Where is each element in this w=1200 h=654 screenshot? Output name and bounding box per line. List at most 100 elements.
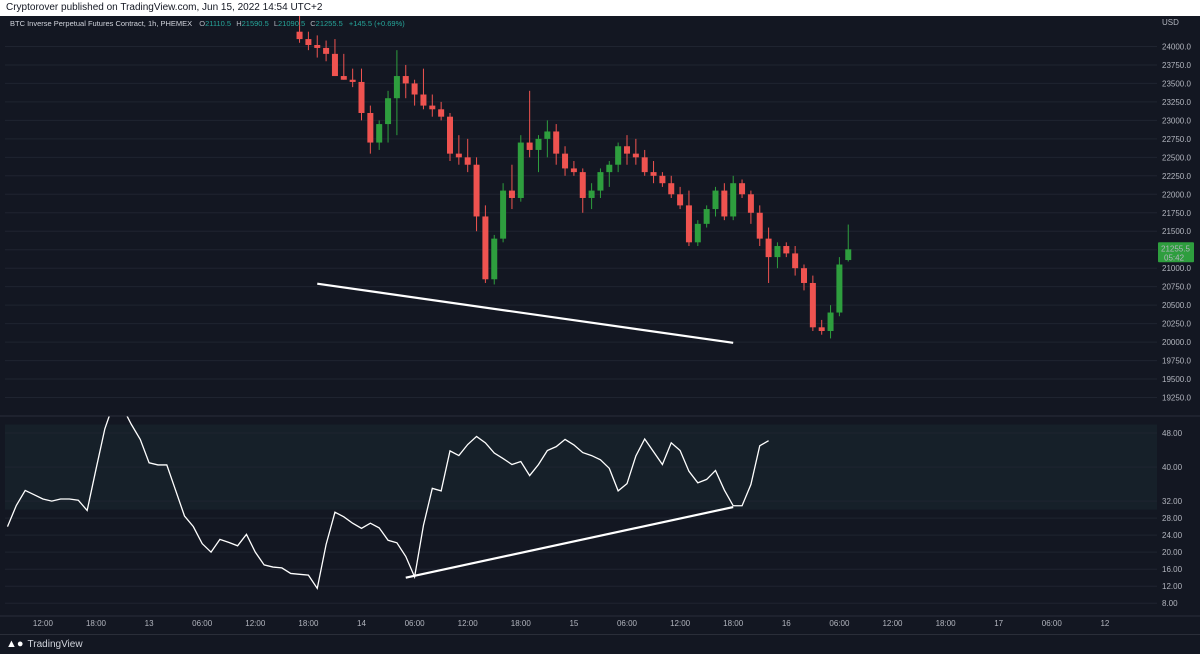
price-tick-label: 24000.0	[1162, 42, 1191, 51]
time-tick-label: 18:00	[511, 619, 532, 628]
svg-text:BTC Inverse Perpetual Futures: BTC Inverse Perpetual Futures Contract, …	[10, 19, 405, 28]
candle	[526, 90, 533, 158]
candle-body	[774, 246, 781, 258]
price-tick-label: 23750.0	[1162, 61, 1191, 70]
price-pane[interactable]: BTC Inverse Perpetual Futures Contract, …	[0, 16, 1157, 416]
time-tick-label: 18:00	[86, 619, 107, 628]
price-pane-background	[0, 16, 1157, 416]
candle	[305, 31, 312, 51]
candle-body	[438, 109, 445, 117]
candle	[615, 142, 622, 173]
time-tick-label: 13	[145, 619, 154, 628]
time-axis[interactable]: 12:00 18:00 13 06:00 12:00 18:00 14 06:00 12:00 1…	[0, 615, 1200, 628]
candle	[845, 224, 852, 262]
price-tick-label: 19500.0	[1162, 375, 1191, 384]
candle	[517, 135, 524, 202]
candle	[668, 175, 675, 198]
candle-body	[827, 312, 834, 332]
candle-body	[553, 131, 560, 154]
price-tick-label: 20750.0	[1162, 283, 1191, 292]
candle	[473, 157, 480, 232]
time-tick-label: 06:00	[192, 619, 213, 628]
rsi-trendline[interactable]	[405, 505, 734, 579]
candle	[411, 79, 418, 106]
time-tick-label: 06:00	[405, 619, 426, 628]
candle	[296, 16, 303, 43]
price-tick-label: 19750.0	[1162, 357, 1191, 366]
candle	[358, 68, 365, 121]
candle-body	[314, 44, 321, 48]
candle-body	[579, 172, 586, 198]
candle-body	[535, 138, 542, 150]
rsi-pane[interactable]	[0, 403, 1200, 604]
price-tick-label: 20000.0	[1162, 338, 1191, 347]
candle-body	[358, 81, 365, 113]
candle	[562, 146, 569, 176]
candle-body	[712, 190, 719, 210]
candle-body	[685, 205, 692, 243]
price-tick-label: 20250.0	[1162, 320, 1191, 329]
candle-body	[447, 116, 453, 154]
time-tick-label: 06:00	[829, 619, 850, 628]
candle-body	[508, 190, 515, 198]
time-tick-label: 18:00	[723, 619, 744, 628]
candle-body	[500, 190, 507, 239]
candle	[340, 53, 347, 80]
price-trendline[interactable]	[317, 282, 734, 344]
candle-body	[615, 146, 622, 165]
time-tick-label: 17	[994, 619, 1003, 628]
candle	[641, 149, 648, 176]
time-tick-label: 12:00	[882, 619, 903, 628]
candle-body	[818, 327, 825, 332]
legend-close: 21255.5	[316, 19, 343, 28]
candle	[685, 190, 692, 247]
rsi-tick-label: 24.00	[1162, 531, 1183, 540]
legend-high: 21590.5	[242, 19, 269, 28]
rsi-axis[interactable]: 48.00 40.00 32.00 28.00 24.00 20.00 16.00 12.00…	[1162, 429, 1183, 608]
candle	[765, 227, 772, 283]
price-tick-label: 22500.0	[1162, 153, 1191, 162]
candle-body	[624, 146, 630, 154]
candle-body	[703, 209, 710, 224]
candle-body	[606, 164, 613, 173]
candle	[632, 138, 639, 165]
candle	[721, 183, 728, 221]
rsi-tick-label: 40.00	[1162, 463, 1183, 472]
candle-body	[491, 238, 498, 280]
candle	[508, 164, 515, 210]
rsi-tick-label: 12.00	[1162, 582, 1183, 591]
price-axis[interactable]: USD 24000.0 23750.0 23500.0 23250.0 23000.0 2…	[1162, 18, 1191, 403]
candle-body	[597, 172, 604, 191]
candle	[570, 161, 577, 176]
legend-low: 21090.5	[278, 19, 305, 28]
candle	[606, 161, 613, 187]
chart-area[interactable]: BTC Inverse Perpetual Futures Contract, …	[0, 16, 1200, 634]
chart-legend: BTC Inverse Perpetual Futures Contract, …	[10, 19, 405, 28]
rsi-tick-label: 16.00	[1162, 565, 1183, 574]
candle	[659, 172, 666, 187]
candle-body	[331, 53, 338, 77]
candle-body	[792, 253, 799, 269]
candle	[694, 220, 701, 247]
candle	[650, 161, 657, 184]
candle-body	[349, 79, 356, 82]
price-tick-label: 20500.0	[1162, 301, 1191, 310]
candle	[367, 105, 374, 154]
price-tick-label: 21000.0	[1162, 264, 1191, 273]
legend-open: 21110.5	[205, 19, 231, 28]
candle-body	[747, 194, 754, 213]
publisher-text: Cryptorover published on TradingView.com…	[6, 2, 323, 13]
rsi-tick-label: 28.00	[1162, 514, 1183, 523]
price-tick-label: 23500.0	[1162, 79, 1191, 88]
candle	[579, 168, 586, 213]
candle-body	[385, 98, 392, 125]
candle-body	[641, 157, 648, 173]
candle	[624, 135, 630, 165]
candle	[588, 183, 595, 210]
candle-body	[393, 76, 400, 99]
candle	[535, 135, 542, 173]
candle-body	[845, 249, 852, 261]
candle	[429, 94, 436, 117]
tradingview-logo[interactable]: ▲● TradingView	[6, 635, 83, 654]
price-tick-label: 23250.0	[1162, 98, 1191, 107]
